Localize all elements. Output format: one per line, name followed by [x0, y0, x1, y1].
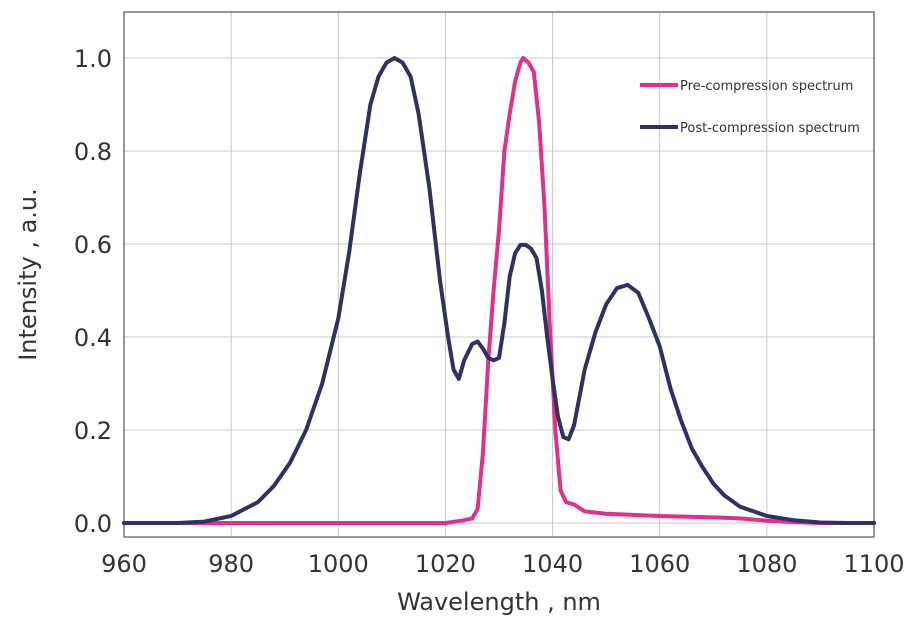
y-axis-title: Intensity , a.u.	[14, 188, 42, 361]
y-tick-label: 0.8	[74, 138, 112, 166]
x-tick-label: 1060	[629, 550, 690, 578]
x-tick-label: 1080	[736, 550, 797, 578]
legend-label-pre: Pre-compression spectrum	[680, 79, 853, 94]
y-tick-label: 0.6	[74, 231, 112, 259]
series-layer	[122, 56, 876, 525]
y-tick-label: 1.0	[74, 45, 112, 73]
y-tick-label: 0.2	[74, 417, 112, 445]
plot-frame	[123, 11, 875, 538]
x-tick-label: 1020	[415, 550, 476, 578]
y-tick-label: 0.0	[74, 510, 112, 538]
post-compression-line	[122, 56, 876, 525]
x-tick-label: 980	[208, 550, 254, 578]
x-axis-ticks: 960 980 1000 1020 1040 1060 1080 1100	[101, 550, 904, 578]
x-tick-label: 1000	[308, 550, 369, 578]
y-axis-ticks: 0.0 0.2 0.4 0.6 0.8 1.0	[74, 45, 112, 538]
x-tick-label: 1100	[843, 550, 904, 578]
y-tick-label: 0.4	[74, 324, 112, 352]
legend-label-post: Post-compression spectrum	[680, 121, 860, 136]
x-axis-title: Wavelength , nm	[397, 588, 601, 616]
x-tick-label: 960	[101, 550, 147, 578]
pre-compression-line	[122, 56, 876, 525]
legend: Pre-compression spectrum Post-compression…	[640, 79, 860, 136]
x-tick-label: 1040	[522, 550, 583, 578]
